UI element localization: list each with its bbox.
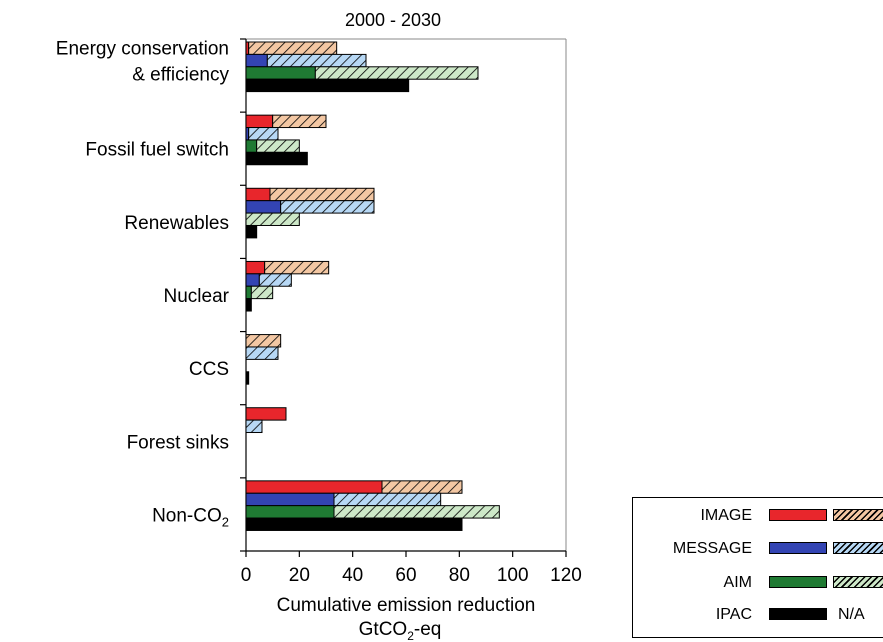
- legend: IMAGE MESSAGE AIM IPAC N/A: [632, 497, 883, 638]
- bar-ipac-solid: [245, 298, 252, 312]
- bar-message-hatched: [245, 419, 263, 434]
- bar-image-solid: [245, 260, 266, 275]
- bar-message-hatched: [248, 127, 279, 141]
- y-category-label-line2: & efficiency: [132, 65, 229, 86]
- bar-message-solid: [245, 492, 335, 507]
- bars-group: [245, 41, 500, 531]
- x-tick-label: 100: [497, 565, 529, 586]
- bar-image-solid: [245, 114, 274, 129]
- bar-aim-hatched: [333, 505, 500, 519]
- legend-swatch-solid: [769, 509, 827, 521]
- bar-ipac-solid: [245, 517, 463, 531]
- bar-aim-hatched: [245, 212, 300, 226]
- legend-label: AIM: [723, 574, 752, 591]
- y-category-label: Renewables: [124, 213, 229, 234]
- x-ticks-group: 0 20 40 60 80 100 120: [241, 551, 582, 586]
- bar-message-solid: [245, 273, 260, 287]
- x-unit-main: GtCO: [359, 619, 408, 640]
- legend-label: IPAC: [715, 606, 752, 623]
- bar-aim-hatched: [314, 66, 479, 80]
- legend-label: MESSAGE: [672, 540, 752, 557]
- bar-ipac-solid: [245, 224, 258, 239]
- legend-swatch-hatched: [833, 509, 883, 521]
- x-axis-label: Cumulative emission reduction: [277, 595, 536, 616]
- x-unit-sub: 2: [407, 629, 414, 642]
- bar-aim-hatched: [256, 139, 300, 153]
- legend-swatch-solid: [769, 576, 827, 588]
- bar-message-hatched: [280, 200, 375, 214]
- bar-ipac-solid: [245, 78, 410, 93]
- y-labels-group: Energy conservation & efficiency Fossil fu…: [56, 39, 230, 530]
- x-tick-label: 40: [342, 565, 363, 586]
- x-tick-label: 0: [241, 565, 252, 586]
- legend-na-text: N/A: [838, 606, 865, 623]
- x-tick-label: 20: [289, 565, 310, 586]
- y-category-label: Nuclear: [164, 286, 230, 307]
- legend-swatch-hatched: [833, 576, 883, 588]
- bar-message-solid: [245, 53, 268, 68]
- bar-message-hatched: [333, 492, 442, 507]
- legend-item-aim: AIM: [633, 573, 883, 593]
- x-tick-label: 120: [550, 565, 582, 586]
- bar-image-hatched: [269, 187, 375, 202]
- bar-image-solid: [245, 407, 287, 421]
- legend-label: IMAGE: [700, 507, 752, 524]
- bar-aim-solid: [245, 285, 252, 300]
- x-axis-unit: GtCO2-eq: [359, 619, 442, 642]
- y-category-label: Energy conservation: [56, 39, 229, 60]
- y-ticks-group: [240, 38, 246, 552]
- legend-swatch-solid: [769, 608, 827, 620]
- chart-title: 2000 - 2030: [345, 10, 441, 30]
- bar-image-hatched: [248, 41, 338, 55]
- y-category-label: Fossil fuel switch: [85, 140, 229, 161]
- bar-message-solid: [245, 200, 282, 214]
- legend-item-message: MESSAGE: [633, 539, 883, 559]
- legend-swatch-solid: [769, 542, 827, 554]
- x-unit-tail: -eq: [414, 619, 441, 640]
- bar-image-hatched: [245, 334, 282, 348]
- bar-aim-solid: [245, 139, 258, 153]
- legend-item-image: IMAGE: [633, 506, 883, 526]
- bar-aim-hatched: [250, 285, 274, 300]
- bar-message-hatched: [245, 346, 279, 360]
- x-tick-label: 60: [395, 565, 416, 586]
- bar-image-solid: [245, 187, 271, 202]
- bar-aim-solid: [245, 66, 316, 80]
- bar-ipac-solid: [245, 371, 250, 385]
- bar-image-hatched: [272, 114, 327, 129]
- bar-image-hatched: [381, 480, 463, 494]
- y-category-label: CCS: [189, 359, 229, 380]
- bar-message-hatched: [258, 273, 292, 287]
- bar-ipac-solid: [245, 151, 308, 166]
- x-tick-label: 80: [449, 565, 470, 586]
- legend-swatch-hatched: [833, 542, 883, 554]
- bar-image-solid: [245, 480, 383, 494]
- legend-item-ipac: IPAC N/A: [633, 605, 883, 625]
- bar-aim-solid: [245, 505, 335, 519]
- y-category-label: Forest sinks: [127, 432, 229, 453]
- y-category-label: Non-CO2: [152, 505, 229, 529]
- bar-image-hatched: [264, 260, 330, 275]
- bar-message-hatched: [266, 53, 367, 68]
